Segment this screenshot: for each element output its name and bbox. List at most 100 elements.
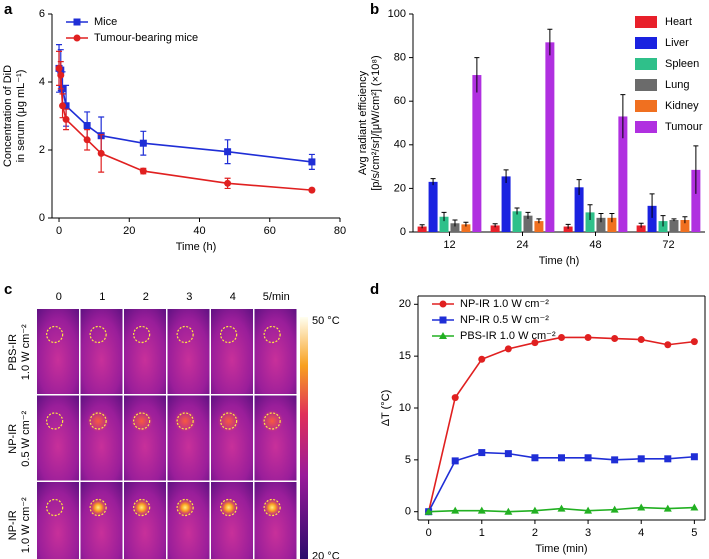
marker [97, 149, 105, 157]
row-label: PBS-IR [7, 334, 19, 371]
marker [690, 338, 698, 346]
error-bar [441, 211, 447, 222]
colorbar-label: 20 °C [312, 550, 340, 559]
error-bar [620, 94, 626, 139]
line [58, 68, 312, 191]
y-axis-label: in serum (μg mL⁻¹) [15, 70, 27, 163]
bar [490, 225, 500, 232]
marker [690, 453, 698, 461]
marker [531, 339, 539, 347]
thermal-image [124, 395, 166, 481]
x-tick-label: 40 [193, 225, 205, 237]
legend-swatch [635, 100, 657, 112]
marker [73, 18, 81, 26]
marker [504, 507, 513, 515]
legend-label: Tumour-bearing mice [94, 32, 198, 44]
error-bar [492, 223, 498, 228]
marker [584, 333, 592, 341]
x-axis-label: Time (h) [539, 255, 580, 267]
hot-spot [176, 498, 195, 517]
legend-label: Heart [665, 16, 692, 28]
roi-circle [220, 412, 238, 430]
marker [478, 355, 486, 363]
bar [563, 226, 573, 232]
marker [637, 336, 645, 344]
roi-circle [176, 412, 194, 430]
error-bar [547, 28, 553, 56]
marker [504, 450, 512, 458]
roi-circle [46, 325, 64, 344]
x-tick-label: 5 [691, 527, 697, 539]
error-bar [503, 169, 509, 183]
thermal-image [211, 395, 253, 481]
error-bar [514, 207, 520, 215]
legend-label: Lung [665, 79, 689, 91]
y-axis-label: ΔT (°C) [380, 390, 392, 427]
error-bar [693, 145, 699, 194]
hot-spot [263, 498, 282, 517]
marker [439, 300, 447, 308]
roi-circle [176, 325, 194, 344]
roi-circle [220, 498, 238, 517]
error-bar [525, 211, 531, 219]
roi-circle [133, 325, 151, 344]
marker [478, 449, 486, 457]
marker [308, 186, 316, 194]
roi-circle [263, 412, 281, 430]
thermal-image [167, 309, 210, 394]
error-bar [463, 221, 469, 227]
x-tick-label: 24 [516, 239, 528, 251]
roi-circle [133, 498, 151, 517]
row-label: 1.0 W cm⁻² [20, 497, 32, 553]
column-label: 4 [230, 291, 236, 303]
bar [618, 116, 628, 232]
legend-swatch [635, 58, 657, 70]
error-bar [660, 215, 666, 227]
marker [139, 167, 147, 175]
x-tick-label: 1 [479, 527, 485, 539]
legend-label: Kidney [665, 100, 699, 112]
thermal-image [211, 309, 253, 394]
marker [530, 506, 539, 514]
x-tick-label: 0 [426, 527, 432, 539]
legend-swatch [635, 79, 657, 91]
marker [73, 34, 81, 42]
bar [512, 211, 522, 232]
x-tick-label: 3 [585, 527, 591, 539]
row-label: NP-IR [7, 510, 19, 540]
y-tick-label: 0 [405, 506, 411, 518]
thermal-image [37, 395, 79, 481]
marker [224, 179, 232, 187]
row-label: NP-IR [7, 424, 19, 454]
marker [439, 332, 447, 339]
panel-label: b [370, 1, 379, 18]
y-tick-label: 10 [399, 402, 411, 414]
x-tick-label: 60 [264, 225, 276, 237]
legend-label: Tumour [665, 121, 703, 133]
x-axis-label: Time (min) [535, 543, 587, 555]
thermal-image [80, 309, 123, 394]
roi-circle [220, 325, 238, 344]
marker [557, 504, 566, 512]
thermal-image [80, 395, 123, 481]
x-axis-label: Time (h) [176, 241, 217, 253]
x-tick-label: 48 [589, 239, 601, 251]
thermal-image [124, 482, 166, 559]
x-tick-label: 4 [638, 527, 644, 539]
thermal-image [37, 482, 79, 559]
marker [584, 454, 592, 462]
y-tick-label: 2 [39, 144, 45, 156]
hot-spot [219, 498, 238, 517]
hot-spot [132, 498, 151, 517]
column-label: 2 [143, 291, 149, 303]
error-bar [419, 224, 425, 229]
colorbar-label: 50 °C [312, 315, 340, 327]
row-label: 1.0 W cm⁻² [20, 324, 32, 380]
roi-circle [176, 498, 194, 517]
roi-circle [46, 412, 64, 430]
marker [83, 122, 91, 130]
x-tick-label: 0 [56, 225, 62, 237]
y-tick-label: 60 [394, 95, 406, 107]
y-tick-label: 6 [39, 8, 45, 20]
thermal-image [167, 395, 210, 481]
